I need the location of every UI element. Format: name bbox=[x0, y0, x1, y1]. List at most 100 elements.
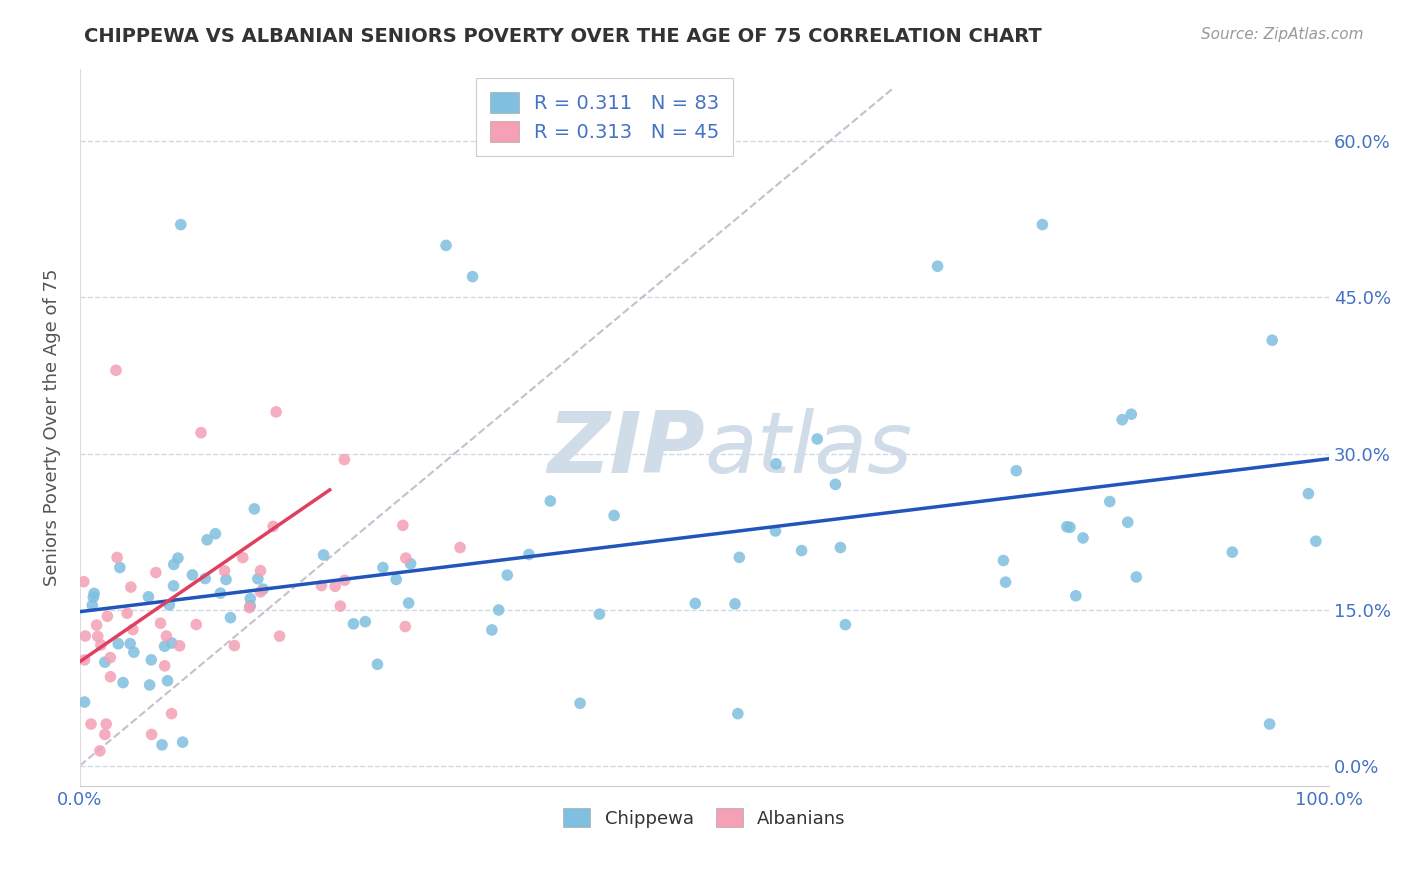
Point bbox=[172, 735, 194, 749]
Point bbox=[80, 717, 103, 731]
Point bbox=[1261, 333, 1284, 347]
Text: CHIPPEWA VS ALBANIAN SENIORS POVERTY OVER THE AGE OF 75 CORRELATION CHART: CHIPPEWA VS ALBANIAN SENIORS POVERTY OVE… bbox=[84, 27, 1042, 45]
Point bbox=[1125, 570, 1147, 584]
Point bbox=[371, 560, 394, 574]
Point bbox=[186, 617, 208, 632]
Point bbox=[155, 629, 177, 643]
Point bbox=[323, 579, 346, 593]
Point bbox=[170, 218, 193, 232]
Point bbox=[394, 619, 416, 633]
Point bbox=[181, 568, 204, 582]
Point bbox=[1121, 407, 1143, 421]
Point bbox=[167, 551, 190, 566]
Point bbox=[238, 600, 260, 615]
Point bbox=[252, 582, 274, 596]
Point bbox=[1059, 520, 1081, 534]
Point bbox=[89, 744, 111, 758]
Point bbox=[496, 568, 519, 582]
Point bbox=[724, 597, 747, 611]
Point bbox=[105, 363, 128, 377]
Point bbox=[149, 616, 172, 631]
Point bbox=[264, 405, 287, 419]
Text: atlas: atlas bbox=[704, 408, 912, 491]
Point bbox=[145, 566, 167, 580]
Point bbox=[224, 639, 246, 653]
Point bbox=[209, 586, 232, 600]
Point bbox=[204, 526, 226, 541]
Point bbox=[1116, 515, 1139, 529]
Point bbox=[385, 573, 408, 587]
Point bbox=[156, 673, 179, 688]
Point bbox=[1071, 531, 1094, 545]
Point bbox=[150, 738, 173, 752]
Point bbox=[138, 590, 160, 604]
Point bbox=[73, 653, 96, 667]
Point bbox=[153, 640, 176, 654]
Point bbox=[806, 432, 828, 446]
Point bbox=[107, 637, 129, 651]
Point bbox=[169, 639, 191, 653]
Point bbox=[120, 580, 142, 594]
Point bbox=[105, 550, 128, 565]
Point bbox=[488, 603, 510, 617]
Point bbox=[1005, 464, 1028, 478]
Point bbox=[239, 599, 262, 613]
Point bbox=[157, 598, 180, 612]
Point bbox=[160, 636, 183, 650]
Point bbox=[434, 238, 457, 252]
Point bbox=[333, 452, 356, 467]
Point bbox=[790, 543, 813, 558]
Point bbox=[517, 548, 540, 562]
Point bbox=[481, 623, 503, 637]
Point bbox=[765, 457, 787, 471]
Point bbox=[449, 541, 471, 555]
Point bbox=[603, 508, 626, 523]
Point bbox=[219, 610, 242, 624]
Point bbox=[190, 425, 212, 440]
Point bbox=[73, 574, 96, 589]
Point bbox=[163, 558, 186, 572]
Point bbox=[834, 617, 856, 632]
Point bbox=[96, 717, 118, 731]
Point bbox=[215, 573, 238, 587]
Point bbox=[73, 695, 96, 709]
Point bbox=[1111, 413, 1133, 427]
Point bbox=[765, 524, 787, 538]
Point bbox=[122, 645, 145, 659]
Point bbox=[927, 259, 949, 273]
Point bbox=[993, 553, 1015, 567]
Point bbox=[249, 564, 271, 578]
Point bbox=[239, 591, 262, 606]
Point bbox=[115, 606, 138, 620]
Point bbox=[111, 675, 134, 690]
Point bbox=[399, 557, 422, 571]
Text: ZIP: ZIP bbox=[547, 408, 704, 491]
Point bbox=[392, 518, 415, 533]
Point bbox=[90, 638, 112, 652]
Point bbox=[728, 550, 751, 565]
Point bbox=[195, 533, 218, 547]
Point bbox=[138, 678, 160, 692]
Point bbox=[121, 623, 143, 637]
Point bbox=[329, 599, 352, 613]
Point bbox=[1056, 520, 1078, 534]
Point bbox=[398, 596, 420, 610]
Point bbox=[461, 269, 484, 284]
Point bbox=[354, 615, 377, 629]
Point bbox=[160, 706, 183, 721]
Point bbox=[824, 477, 846, 491]
Point bbox=[246, 572, 269, 586]
Point bbox=[269, 629, 291, 643]
Point bbox=[214, 564, 236, 578]
Point bbox=[366, 657, 388, 672]
Y-axis label: Seniors Poverty Over the Age of 75: Seniors Poverty Over the Age of 75 bbox=[44, 268, 60, 586]
Point bbox=[82, 590, 104, 604]
Point bbox=[83, 586, 105, 600]
Point bbox=[243, 501, 266, 516]
Text: Source: ZipAtlas.com: Source: ZipAtlas.com bbox=[1201, 27, 1364, 42]
Point bbox=[311, 578, 333, 592]
Point bbox=[1098, 494, 1121, 508]
Point bbox=[333, 574, 356, 588]
Point bbox=[96, 609, 118, 624]
Point bbox=[75, 629, 97, 643]
